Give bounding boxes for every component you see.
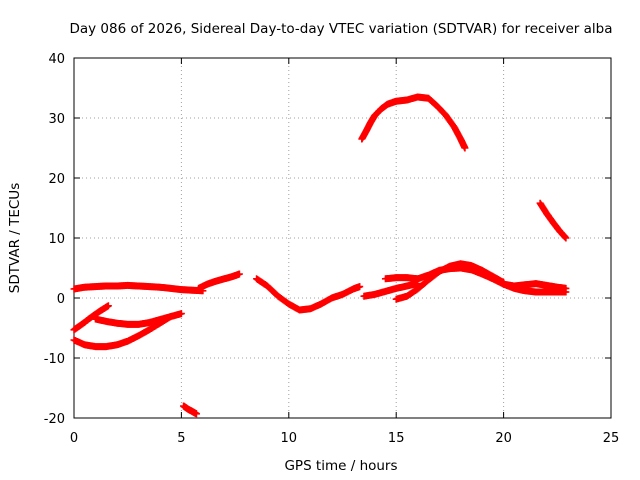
series-arc-13 xyxy=(536,199,570,242)
y-tick-label: 0 xyxy=(57,292,65,307)
grid-lines xyxy=(74,58,611,418)
y-tick-label: 30 xyxy=(48,112,65,127)
series-arc-8 xyxy=(360,280,422,300)
data-point xyxy=(177,310,185,318)
x-tick-label: 20 xyxy=(495,431,512,446)
series-arc-1 xyxy=(70,281,207,295)
x-tick-label: 5 xyxy=(177,431,185,446)
y-tick-label: -10 xyxy=(44,352,65,367)
y-tick-label: 40 xyxy=(48,52,65,67)
x-axis-label: GPS time / hours xyxy=(284,458,397,474)
x-tick-label: 10 xyxy=(281,431,298,446)
data-points xyxy=(70,93,570,418)
data-point xyxy=(356,283,364,291)
y-tick-label: 20 xyxy=(48,172,65,187)
data-point xyxy=(192,410,200,418)
data-point xyxy=(235,270,243,278)
series-arc-7 xyxy=(253,275,364,314)
y-tick-label: -20 xyxy=(44,412,65,427)
data-point xyxy=(562,284,570,292)
series-arc-10 xyxy=(392,260,508,303)
chart-title: Day 086 of 2026, Sidereal Day-to-day VTE… xyxy=(69,21,612,37)
data-point xyxy=(562,234,570,242)
data-point xyxy=(461,144,469,152)
y-tick-label: 10 xyxy=(48,232,65,247)
x-tick-label: 15 xyxy=(388,431,405,446)
axis-ticks: 0 5 10 15 20 25 -20 -10 0 10 20 30 40 xyxy=(44,52,620,446)
x-tick-label: 25 xyxy=(603,431,620,446)
series-arc-2 xyxy=(70,302,112,334)
series-arc-12 xyxy=(358,93,469,152)
series-arc-3 xyxy=(70,313,175,351)
y-axis-label: SDTVAR / TECUs xyxy=(7,183,23,293)
series-arc-6 xyxy=(195,270,243,292)
data-point xyxy=(104,302,112,310)
series-arc-5 xyxy=(180,402,200,418)
x-tick-label: 0 xyxy=(70,431,78,446)
series-arc-4 xyxy=(91,310,185,328)
series-arc-11 xyxy=(500,280,570,292)
